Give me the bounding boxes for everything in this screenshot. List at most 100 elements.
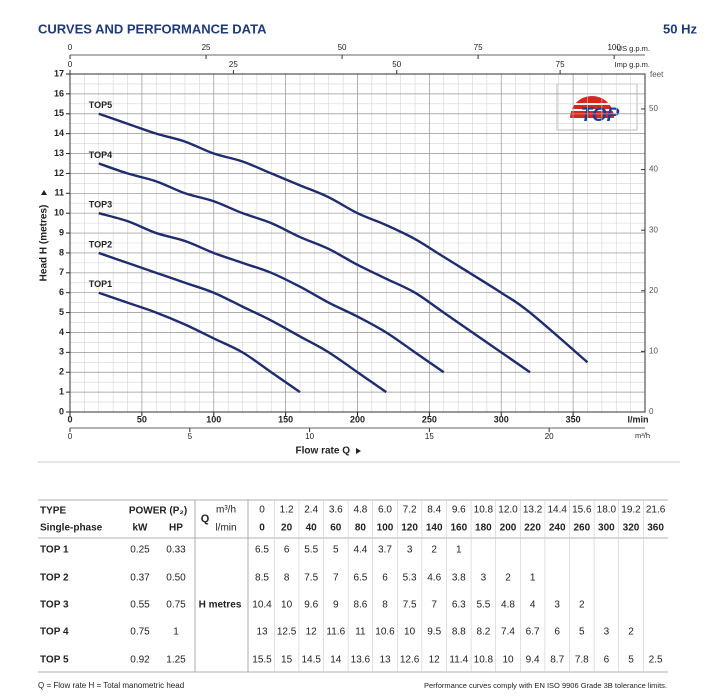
tick-label: 0: [68, 60, 73, 69]
cell: 140: [426, 523, 443, 534]
cell: 3: [407, 545, 413, 556]
cell: 8.2: [476, 627, 490, 638]
cell: 0.37: [130, 573, 150, 584]
x-tick-label: 300: [494, 414, 509, 424]
cell: 5.3: [403, 573, 417, 584]
x-axis-label: Flow rate Q: [296, 446, 351, 457]
cell: 10.8: [474, 505, 494, 516]
cell: 21.6: [646, 505, 666, 516]
cell: 0.33: [166, 545, 186, 556]
tick-label: 15: [425, 432, 434, 441]
arrow: [356, 448, 361, 454]
header: POWER (P₂): [129, 506, 187, 517]
cell: 7.5: [304, 573, 318, 584]
cell: 80: [355, 523, 367, 534]
curve: [98, 251, 387, 394]
cell: 2: [628, 627, 634, 638]
cell: 13: [379, 655, 391, 666]
tick-label: 50: [338, 43, 347, 52]
cell: 3: [481, 573, 487, 584]
cell: 8.4: [427, 505, 441, 516]
logo-text: TOP: [581, 105, 620, 126]
tick-label: 25: [202, 43, 211, 52]
y-tick-label: 2: [59, 367, 64, 377]
x-tick-label: 100: [206, 414, 221, 424]
cell: 3: [554, 600, 560, 611]
cell: 9.6: [304, 600, 318, 611]
cell: 20: [281, 523, 293, 534]
x-tick-label: 50: [137, 414, 147, 424]
header: TYPE: [40, 506, 66, 517]
cell: 40: [306, 523, 318, 534]
cell: 0.25: [130, 545, 150, 556]
tick-label: 20: [649, 286, 658, 295]
x-tick-label: 0: [67, 414, 72, 424]
cell: 8: [284, 573, 290, 584]
cell: 12.6: [400, 655, 420, 666]
cell: 240: [549, 523, 566, 534]
curve-label: TOP4: [89, 150, 112, 160]
y-tick-label: 16: [54, 88, 64, 98]
curve-label: TOP2: [89, 239, 112, 249]
tick-label: 25: [229, 60, 238, 69]
cell: 1.25: [166, 655, 186, 666]
axis-unit: Imp g.p.m.: [615, 60, 650, 69]
tick-label: 30: [649, 225, 658, 234]
cell: 0.55: [130, 600, 150, 611]
cell: 8.8: [452, 627, 466, 638]
cell: 14: [330, 655, 342, 666]
cell: 260: [573, 523, 590, 534]
header: Single-phase: [40, 523, 103, 534]
footnote: Performance curves comply with EN ISO 99…: [424, 681, 667, 690]
cell: 220: [524, 523, 541, 534]
cell: 1: [456, 545, 462, 556]
curve-label: TOP5: [89, 100, 112, 110]
cell: 1.2: [280, 505, 294, 516]
row-name: TOP 4: [40, 627, 69, 638]
header: H metres: [199, 600, 242, 611]
cell: 8.7: [550, 655, 564, 666]
cell: 7.4: [501, 627, 515, 638]
cell: 100: [377, 523, 394, 534]
tick-label: 75: [556, 60, 565, 69]
cell: 14.5: [301, 655, 321, 666]
curve: [98, 212, 445, 374]
cell: 10.4: [252, 600, 272, 611]
cell: 10.8: [474, 655, 494, 666]
row-name: TOP 5: [40, 655, 69, 666]
tick-label: 40: [649, 165, 658, 174]
cell: 4.8: [353, 505, 367, 516]
footnote: Q = Flow rate H = Total manometric head: [38, 681, 184, 690]
cell: 2.5: [649, 655, 663, 666]
cell: 360: [647, 523, 664, 534]
cell: 1: [173, 627, 179, 638]
tick-label: 10: [649, 347, 658, 356]
axis-unit: m³/h: [635, 431, 650, 440]
cell: 200: [500, 523, 517, 534]
y-tick-label: 5: [59, 307, 64, 317]
cell: 7.2: [403, 505, 417, 516]
cell: 12.0: [498, 505, 518, 516]
cell: 3.7: [378, 545, 392, 556]
cell: 120: [401, 523, 418, 534]
cell: 10: [281, 600, 293, 611]
cell: 2: [579, 600, 585, 611]
cell: 13.2: [523, 505, 543, 516]
title: CURVES AND PERFORMANCE DATA: [38, 21, 267, 36]
cell: 2: [505, 573, 511, 584]
cell: 11: [355, 627, 366, 638]
axis-unit: US g.p.m.: [617, 44, 650, 53]
cell: 6: [284, 545, 290, 556]
cell: 300: [598, 523, 615, 534]
cell: 2: [431, 545, 437, 556]
y-axis-label: Head H (metres): [39, 205, 50, 282]
cell: 15: [281, 655, 293, 666]
cell: 10: [404, 627, 416, 638]
cell: 6: [554, 627, 560, 638]
cell: 8.6: [353, 600, 367, 611]
tick-label: 0: [68, 432, 73, 441]
cell: 12: [306, 627, 318, 638]
cell: 19.2: [621, 505, 641, 516]
y-tick-label: 12: [54, 168, 64, 178]
cell: 10: [502, 655, 514, 666]
